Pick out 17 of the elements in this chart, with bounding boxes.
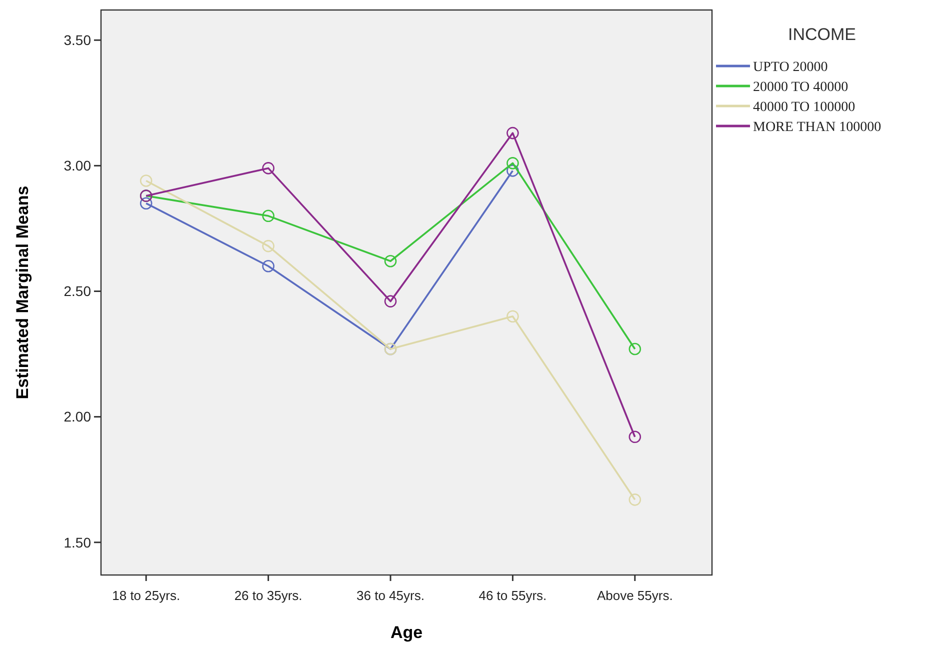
legend-label: UPTO 20000 [753,60,828,75]
y-tick-label: 1.50 [64,534,92,550]
x-tick-label: 26 to 35yrs. [234,588,302,603]
legend-label: 40000 TO 100000 [753,100,856,115]
y-tick-label: 3.50 [64,32,92,48]
y-tick-label: 2.50 [64,283,92,300]
x-tick-label: 46 to 55yrs. [478,588,547,603]
y-tick-label: 3.00 [64,158,92,174]
y-tick-label: 2.00 [64,408,92,425]
x-tick-label: Above 55yrs. [596,588,673,603]
x-tick-label: 18 to 25yrs. [112,588,180,603]
legend-title: INCOME [788,25,856,44]
x-axis-title: Age [390,623,423,642]
x-tick-label: 36 to 45yrs. [356,588,424,603]
legend-label: 20000 TO 40000 [753,80,848,95]
legend-label: MORE THAN 100000 [753,120,882,135]
y-axis-title: Estimated Marginal Means [13,186,32,400]
